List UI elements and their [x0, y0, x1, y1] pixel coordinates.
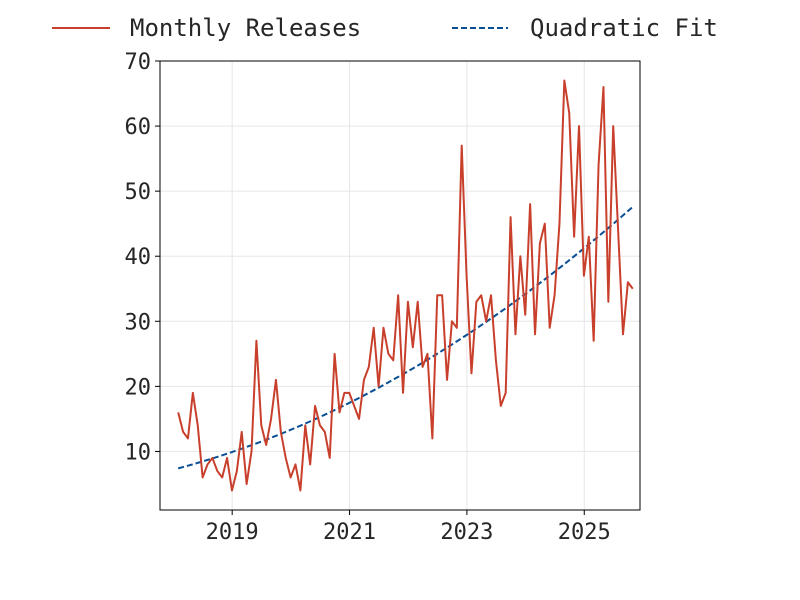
fit-line: [177, 206, 634, 470]
y-tick-label: 50: [125, 180, 152, 205]
y-tick-label: 60: [125, 115, 152, 140]
x-tick-label: 2025: [558, 520, 611, 545]
x-tick-label: 2021: [323, 520, 376, 545]
series-line-monthly-releases: [177, 79, 634, 492]
legend-label-quadratic-fit: Quadratic Fit: [530, 14, 718, 42]
y-axis: 10 20 30 40 50 60 70: [125, 50, 160, 465]
y-tick-label: 10: [125, 440, 152, 465]
y-tick-label: 30: [125, 310, 152, 335]
grid: [160, 60, 640, 510]
legend-label-monthly-releases: Monthly Releases: [130, 14, 361, 42]
legend: Monthly Releases Quadratic Fit: [52, 14, 718, 42]
y-tick-label: 70: [125, 50, 152, 75]
y-tick-label: 40: [125, 245, 152, 270]
x-tick-label: 2023: [440, 520, 493, 545]
y-tick-label: 20: [125, 375, 152, 400]
axes-frame: [159, 60, 641, 511]
x-tick-label: 2019: [206, 520, 259, 545]
x-axis: 2019 2021 2023 2025: [206, 510, 611, 545]
plot-area: [177, 79, 634, 492]
